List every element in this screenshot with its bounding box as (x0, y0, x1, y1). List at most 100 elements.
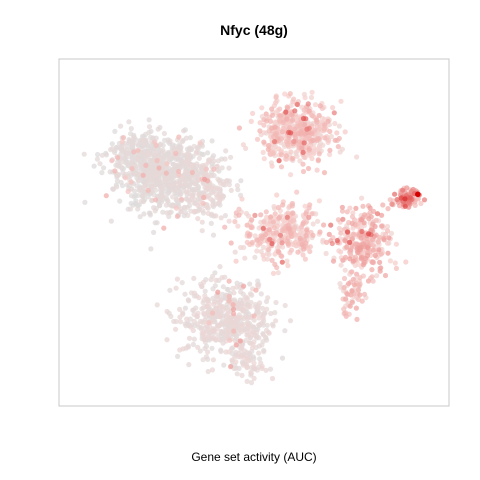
cell-point (330, 258, 337, 264)
cell-point (343, 313, 349, 319)
cell-point (127, 206, 134, 212)
cell-point (197, 140, 203, 146)
cell-point (273, 100, 279, 106)
cell-point (269, 106, 275, 112)
cell-point (234, 183, 240, 189)
cell-point (232, 249, 238, 255)
cell-point (219, 165, 225, 171)
cell-point (138, 198, 144, 204)
cell-point (309, 211, 315, 217)
cell-point (349, 288, 355, 294)
cell-point (304, 227, 310, 233)
cell-point (369, 259, 376, 265)
cell-point (210, 301, 217, 307)
cell-point (230, 306, 237, 312)
cell-point (206, 320, 212, 326)
cell-point (380, 202, 386, 208)
cell-point (308, 94, 315, 101)
cell-point (297, 235, 303, 241)
cell-point (326, 137, 332, 143)
cell-point (407, 195, 413, 201)
cell-point (165, 198, 171, 204)
cell-point (322, 122, 328, 128)
cell-point (280, 119, 286, 125)
cell-point (205, 150, 211, 156)
cell-point (294, 189, 300, 195)
cell-point (294, 101, 300, 108)
cell-point (339, 208, 346, 214)
cell-point (215, 158, 221, 164)
cell-point (288, 149, 294, 155)
cell-point (109, 141, 115, 147)
cell-point (119, 139, 125, 145)
cell-point (195, 344, 201, 350)
cell-point (349, 299, 355, 305)
cell-point (124, 150, 130, 156)
cell-point (174, 276, 180, 282)
cell-point (148, 151, 154, 158)
cell-point (270, 230, 276, 236)
cell-point (301, 140, 307, 146)
cell-point (155, 177, 161, 183)
cell-point (212, 185, 218, 191)
cell-point (209, 185, 215, 191)
cell-point (237, 338, 243, 344)
cell-point (234, 371, 240, 377)
cell-point (126, 119, 132, 125)
cell-point (392, 191, 398, 197)
cell-point (402, 196, 408, 202)
cell-point (310, 137, 316, 143)
cell-point (218, 328, 224, 334)
cell-point (415, 191, 421, 198)
cell-point (188, 163, 194, 169)
cell-point (346, 281, 352, 287)
cell-point (256, 315, 262, 321)
cell-point (194, 161, 200, 167)
cell-point (290, 210, 296, 216)
cell-point (378, 265, 384, 271)
cell-point (245, 358, 252, 364)
cell-point (354, 316, 360, 322)
cell-point (265, 295, 271, 301)
cell-point (302, 95, 308, 101)
cell-point (370, 278, 376, 284)
cell-point (285, 210, 291, 216)
cell-point (270, 323, 276, 329)
cell-point (193, 166, 199, 172)
cell-point (379, 212, 385, 218)
cell-point (374, 273, 380, 279)
cell-point (190, 327, 196, 334)
cell-point (275, 204, 282, 211)
cell-point (244, 320, 250, 326)
cell-point (305, 165, 312, 172)
cell-point (175, 353, 181, 359)
cell-point (204, 184, 210, 190)
cell-point (261, 139, 267, 145)
cell-point (357, 275, 363, 281)
cell-point (245, 304, 251, 310)
cell-point (219, 275, 225, 281)
cell-point (332, 137, 338, 143)
cell-point (268, 118, 274, 124)
cell-point (148, 183, 154, 189)
cell-point (310, 232, 316, 238)
cell-point (344, 244, 350, 250)
cell-point (334, 130, 340, 136)
cell-point (258, 291, 264, 297)
cell-point (228, 187, 234, 193)
cell-point (215, 176, 221, 182)
cell-point (184, 168, 191, 174)
cell-point (384, 228, 391, 234)
cell-point (330, 105, 336, 111)
cell-point (148, 165, 154, 171)
cell-point (103, 193, 109, 199)
cell-point (217, 186, 223, 192)
cell-point (274, 192, 280, 198)
cell-point (143, 162, 149, 168)
cell-point (358, 217, 365, 223)
cell-point (264, 306, 270, 312)
cell-point (315, 157, 321, 163)
cell-point (290, 117, 296, 123)
cell-point (351, 282, 357, 288)
cell-point (127, 138, 133, 144)
